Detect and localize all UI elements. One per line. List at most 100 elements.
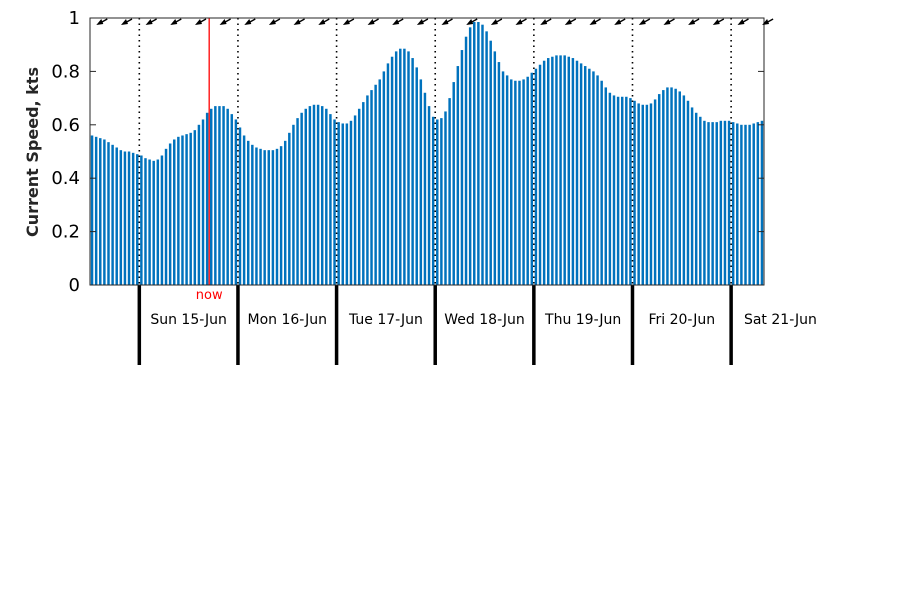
bar [205,112,209,285]
arrow-head [121,19,128,25]
bar [263,150,266,285]
bar [148,159,151,285]
bar [473,22,476,285]
bar [386,63,390,285]
bar [530,72,534,285]
bar [366,95,369,286]
direction-arrows [96,18,774,25]
bar-series [90,22,764,286]
arrow-head [614,19,622,25]
arrow-head [268,19,276,25]
bar [259,148,262,285]
direction-arrow [244,18,256,25]
bar [123,151,127,285]
bar [460,50,464,285]
arrow-head [145,19,153,25]
bar [620,96,624,286]
bar [370,90,373,285]
bar [308,106,312,285]
bar [690,107,694,285]
bar [662,90,665,285]
bar [127,151,131,285]
bar [657,94,661,285]
bar [649,103,653,285]
arrow-head [244,19,252,25]
bar [275,148,279,285]
bar [357,108,361,285]
bar [616,96,620,286]
bar [304,108,307,285]
bar [625,96,628,286]
bar [103,139,106,285]
bar [423,92,427,285]
arrow-head [441,19,449,25]
arrow-head [589,19,597,25]
arrow-head [490,19,498,25]
day-label: Thu 19-Jun [544,312,621,328]
bar [107,142,110,285]
arrow-head [712,19,720,25]
day-label: Sat 21-Jun [744,312,817,328]
bar [653,99,657,285]
direction-arrow [416,18,429,25]
direction-arrow [170,18,182,25]
direction-arrow [342,18,355,25]
bar [164,148,168,285]
bar [674,88,677,285]
direction-arrow [688,18,700,25]
direction-arrow [564,18,577,25]
bar [694,112,698,285]
direction-arrow [614,18,626,25]
direction-arrow [663,18,675,25]
direction-arrow [268,18,281,25]
bar [168,143,172,285]
bar [197,124,201,285]
bar [440,118,443,286]
bar [214,106,217,285]
bar [99,138,102,285]
bar [534,68,538,285]
bar [230,114,234,286]
bar [493,51,497,286]
bar [547,58,550,285]
bar [633,100,636,286]
bar [604,87,608,285]
bar [156,159,160,285]
arrow-head [219,19,227,25]
bar [583,66,587,285]
bar [670,87,673,285]
arrow-head [663,19,671,25]
bar [329,114,332,286]
bar [312,104,316,286]
bar [571,58,575,285]
bar [555,55,558,285]
direction-arrow [490,18,503,25]
arrow-head [342,19,350,25]
direction-arrow [712,18,725,25]
direction-arrow [466,18,478,25]
bar [559,55,562,285]
bar [505,75,509,285]
bar [181,135,184,285]
bar [349,120,353,285]
bar [173,139,176,285]
bar [407,51,410,286]
bar [485,31,488,285]
direction-arrow [441,18,453,25]
arrow-head [96,19,104,25]
bar [140,155,143,285]
direction-arrow [293,18,305,25]
arrow-head [540,19,548,25]
bar [641,104,644,286]
bar [296,118,299,286]
day-label: Mon 16-Jun [248,312,328,328]
bar [522,79,525,285]
bar [588,68,591,285]
bar [431,116,435,285]
bar [226,108,229,285]
bar [526,76,529,286]
bar [563,55,566,285]
bar [246,140,250,285]
bar [436,119,439,286]
